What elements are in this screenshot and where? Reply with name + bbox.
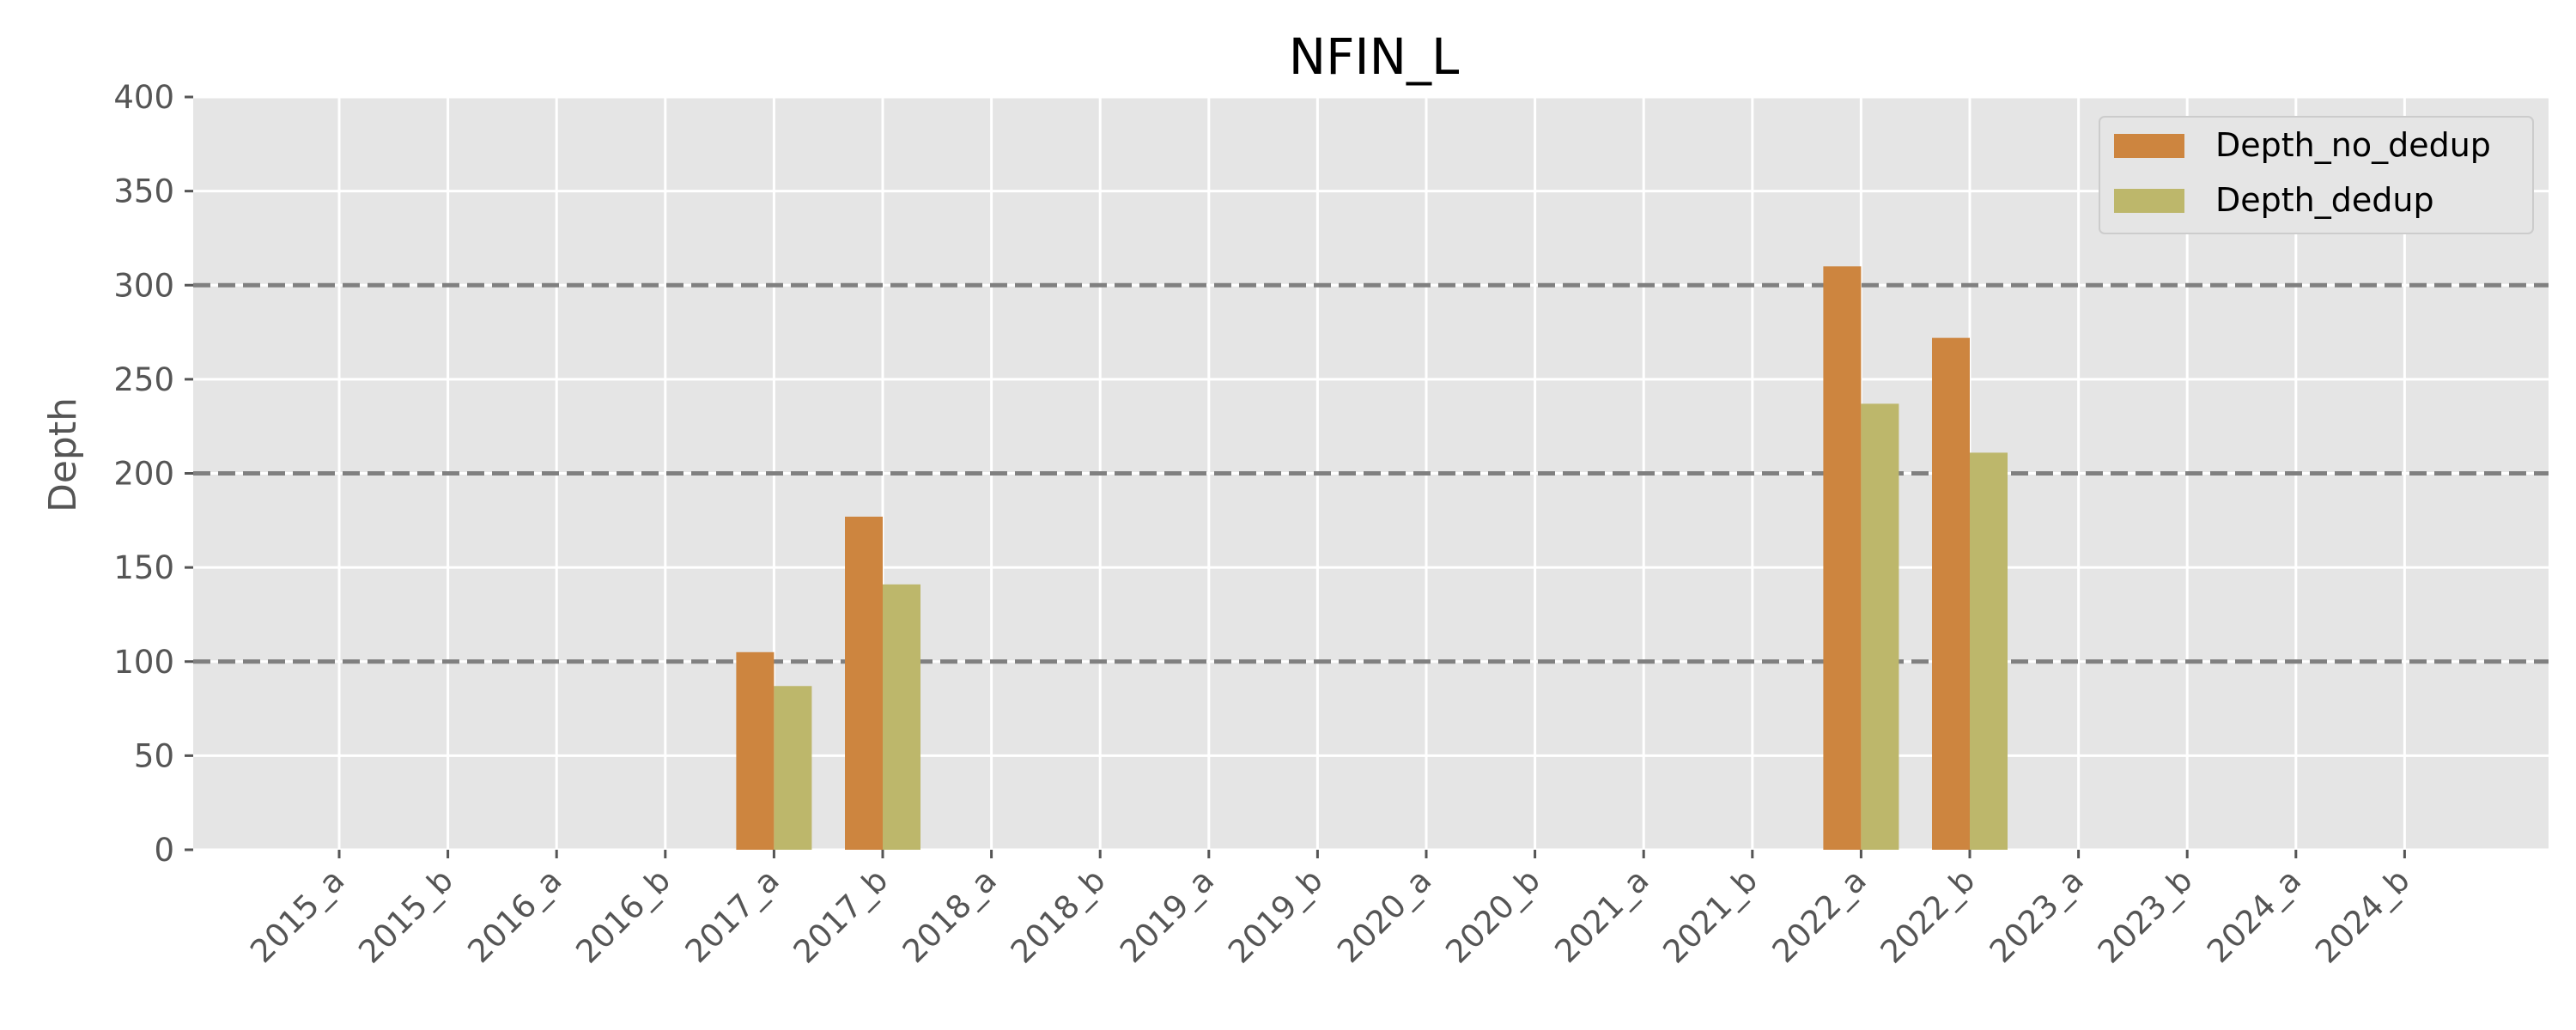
x-tick-label: 2020_a xyxy=(1330,862,1438,970)
bar xyxy=(845,516,883,850)
x-tick-label: 2018_b xyxy=(1004,862,1113,971)
y-tick-label: 200 xyxy=(113,456,174,493)
legend-swatch xyxy=(2114,134,2184,158)
y-tick-label: 300 xyxy=(113,267,174,304)
bar xyxy=(774,686,812,850)
chart-title: NFIN_L xyxy=(1289,27,1460,86)
x-tick-label: 2016_a xyxy=(460,862,568,970)
reference-lines xyxy=(193,282,2549,664)
x-tick-label: 2021_b xyxy=(1656,862,1765,971)
legend-swatch xyxy=(2114,189,2184,213)
bar xyxy=(1970,452,2008,850)
y-tick-label: 250 xyxy=(113,361,174,398)
bar xyxy=(1823,266,1862,850)
bar xyxy=(883,584,920,850)
x-tick-label: 2021_a xyxy=(1547,862,1656,970)
x-tick-label: 2020_b xyxy=(1438,862,1547,971)
x-tick-label: 2022_a xyxy=(1765,862,1874,970)
bar xyxy=(1861,403,1899,850)
x-tick-label: 2015_a xyxy=(243,862,351,970)
y-tick-label: 100 xyxy=(113,644,174,681)
bar xyxy=(1932,337,1970,850)
y-tick-label: 150 xyxy=(113,549,174,586)
x-tick-label: 2017_a xyxy=(678,862,787,970)
x-tick-label: 2019_a xyxy=(1113,862,1221,970)
x-tick-label: 2024_a xyxy=(2200,862,2308,970)
y-axis: 0 50 100 150 200 250 300 350 400 xyxy=(113,79,193,869)
legend-box xyxy=(2099,116,2534,234)
bar xyxy=(736,651,775,850)
y-tick-label: 50 xyxy=(134,737,174,774)
x-tick-label: 2023_b xyxy=(2091,862,2200,971)
y-tick-label: 350 xyxy=(113,173,174,210)
legend-label: Depth_dedup xyxy=(2215,181,2434,219)
y-tick-label: 400 xyxy=(113,79,174,116)
x-tick-label: 2015_b xyxy=(351,862,460,971)
x-tick-label: 2022_b xyxy=(1874,862,1983,971)
x-tick-label: 2017_b xyxy=(787,862,896,971)
x-tick-label: 2019_b xyxy=(1221,862,1330,971)
legend: Depth_no_dedup Depth_dedup xyxy=(2099,116,2534,234)
x-axis: 2015_a 2015_b 2016_a 2016_b 2017_a 2017_b 2018… xyxy=(243,850,2417,971)
x-tick-label: 2023_a xyxy=(1983,862,2091,970)
bars xyxy=(736,266,2008,850)
x-tick-label: 2016_b xyxy=(568,862,677,971)
x-tick-label: 2024_b xyxy=(2308,862,2417,971)
y-tick-label: 0 xyxy=(154,832,174,869)
y-axis-label: Depth xyxy=(41,397,85,512)
x-tick-label: 2018_a xyxy=(896,862,1004,970)
legend-label: Depth_no_dedup xyxy=(2215,126,2491,164)
